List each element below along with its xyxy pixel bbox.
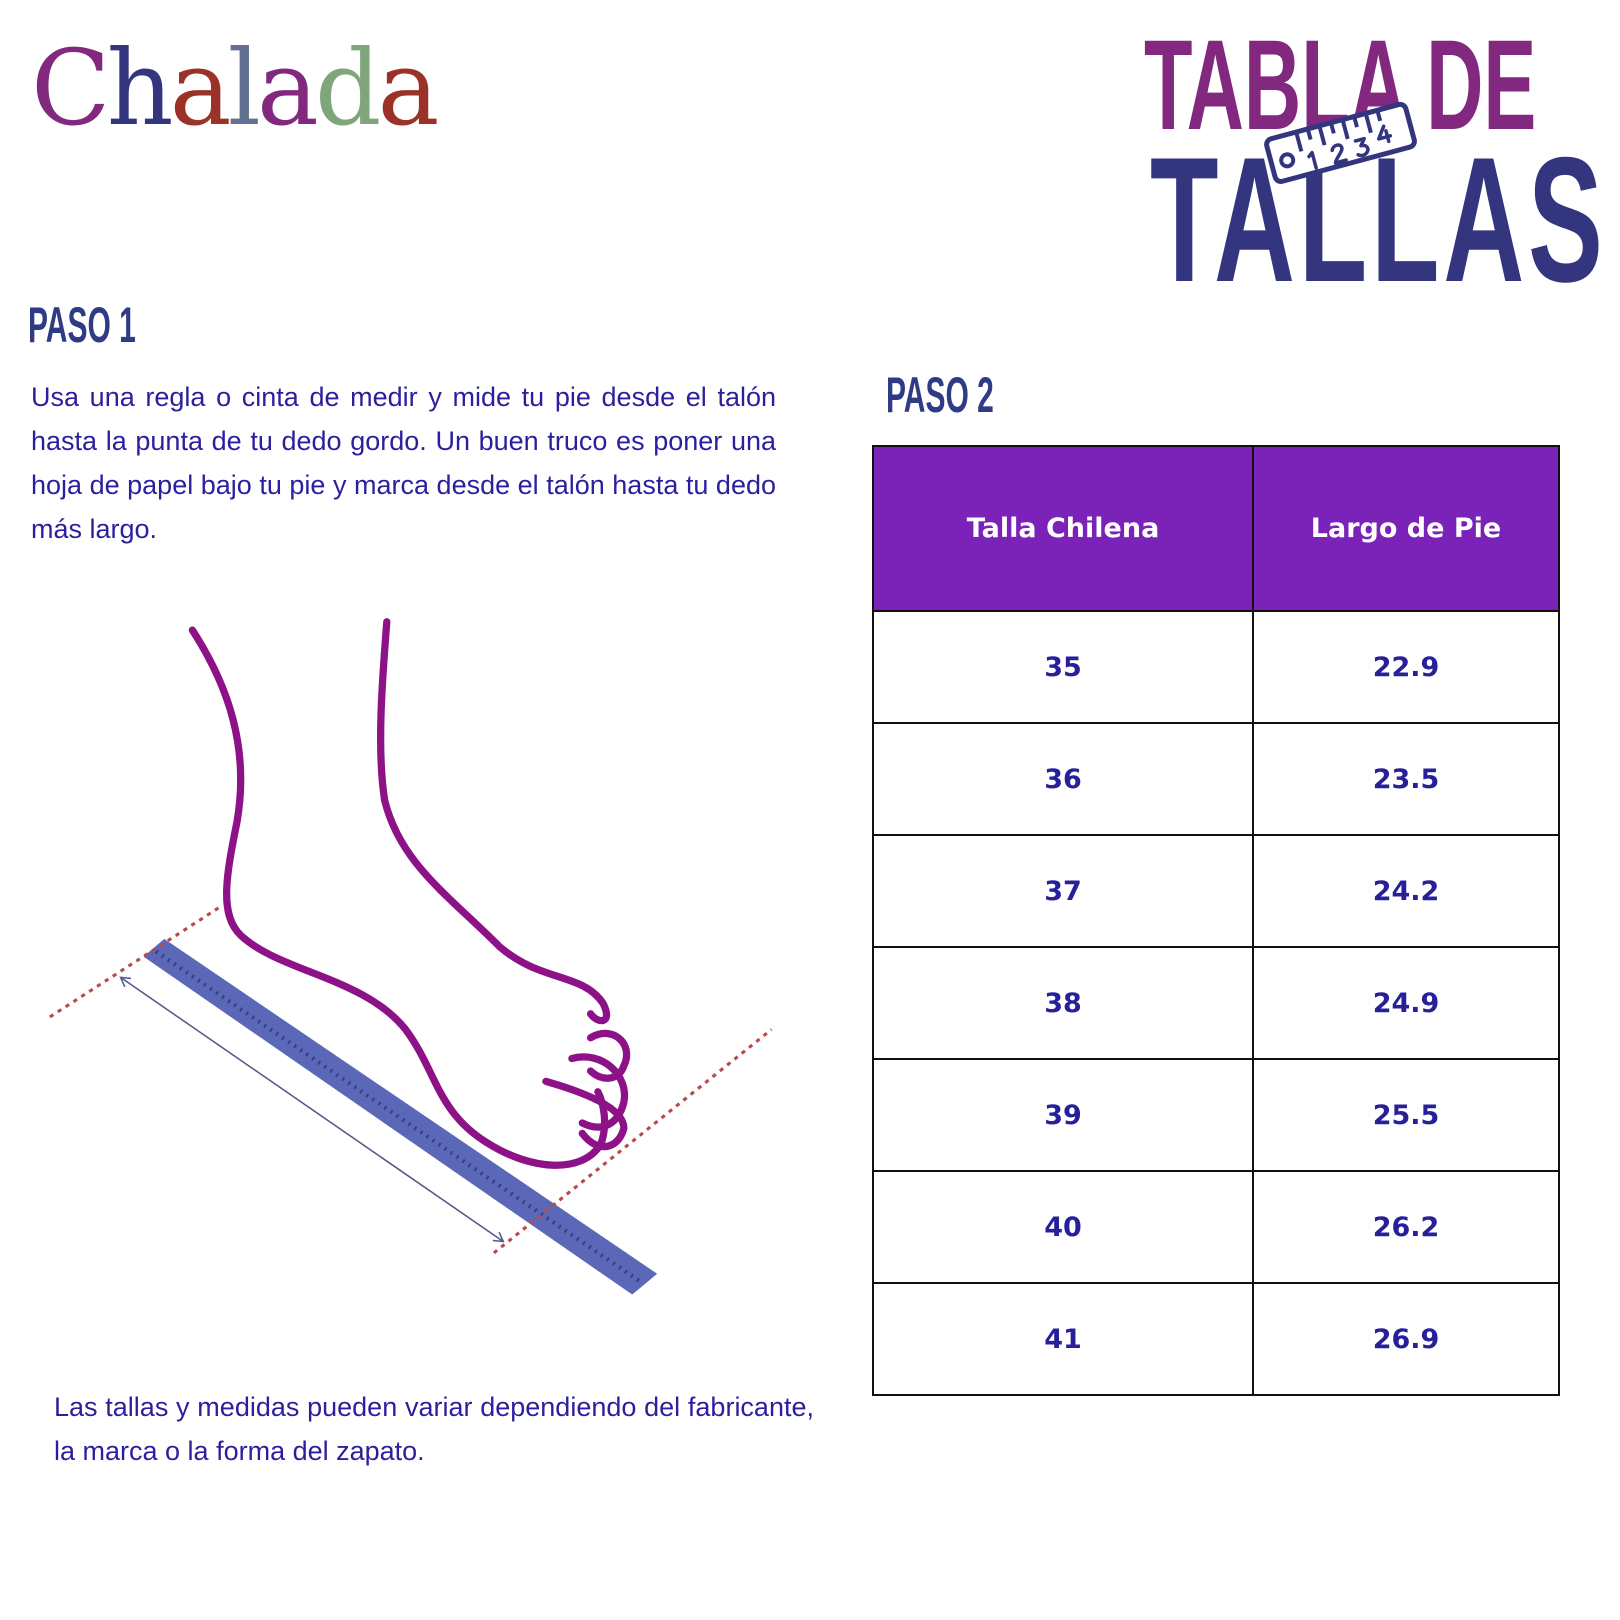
header-talla-chilena: Talla Chilena — [872, 445, 1254, 612]
table-row: 38 24.9 — [872, 946, 1560, 1060]
largo-cell: 26.9 — [1252, 1282, 1560, 1396]
foot-outline — [188, 618, 631, 1169]
table-row: 41 26.9 — [872, 1282, 1560, 1396]
paso-1-instructions: Usa una regla o cinta de medir y mide tu… — [31, 382, 776, 544]
largo-cell: 22.9 — [1252, 610, 1560, 724]
length-arrow — [119, 976, 505, 1243]
talla-cell: 37 — [872, 834, 1254, 948]
ruler-icon — [1264, 101, 1417, 184]
ruler-digits — [1307, 124, 1393, 170]
header-largo-de-pie: Largo de Pie — [1252, 445, 1560, 612]
ruler-illustration — [143, 938, 658, 1295]
table-row: 40 26.2 — [872, 1170, 1560, 1284]
sizing-disclaimer: Las tallas y medidas pueden variar depen… — [54, 1392, 814, 1466]
table-row: 36 23.5 — [872, 722, 1560, 836]
largo-cell: 26.2 — [1252, 1170, 1560, 1284]
table-header-row: Talla Chilena Largo de Pie — [872, 445, 1560, 612]
largo-cell: 24.2 — [1252, 834, 1560, 948]
talla-cell: 36 — [872, 722, 1254, 836]
talla-cell: 38 — [872, 946, 1254, 1060]
paso-1-heading: PASO 1 — [28, 297, 136, 353]
largo-cell: 23.5 — [1252, 722, 1560, 836]
size-table: Talla Chilena Largo de Pie 35 22.9 36 23.5… — [872, 445, 1560, 1396]
title-line-2: TALLAS — [1150, 120, 1607, 319]
table-row: 37 24.2 — [872, 834, 1560, 948]
largo-cell: 24.9 — [1252, 946, 1560, 1060]
heel-guide-line — [49, 905, 222, 1019]
paso-2-heading: PASO 2 — [886, 367, 994, 423]
talla-cell: 39 — [872, 1058, 1254, 1172]
talla-cell: 35 — [872, 610, 1254, 724]
toe-guide-line — [492, 1028, 773, 1255]
talla-cell: 41 — [872, 1282, 1254, 1396]
talla-cell: 40 — [872, 1170, 1254, 1284]
largo-cell: 25.5 — [1252, 1058, 1560, 1172]
chalada-logo: Chalada — [31, 27, 439, 149]
table-row: 39 25.5 — [872, 1058, 1560, 1172]
table-row: 35 22.9 — [872, 610, 1560, 724]
